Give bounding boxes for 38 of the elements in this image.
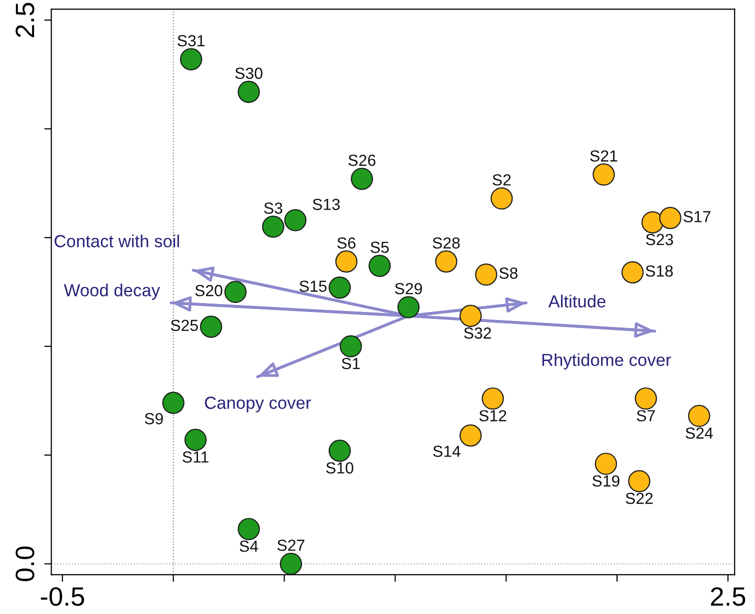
annotation: S13 bbox=[312, 198, 340, 210]
annotation: S29 bbox=[395, 282, 422, 294]
annotation: S2 bbox=[492, 174, 511, 186]
x-tick-label: -0.5 bbox=[40, 587, 84, 606]
annotation: S8 bbox=[499, 268, 518, 279]
annotation: S9 bbox=[144, 413, 163, 424]
annotation: S14 bbox=[433, 446, 460, 457]
annotation: S30 bbox=[235, 68, 262, 79]
annotation: S7 bbox=[636, 410, 655, 422]
annotation: S21 bbox=[590, 150, 618, 162]
series-label: Wood decay bbox=[64, 284, 160, 300]
annotation: S18 bbox=[646, 265, 673, 277]
annotation: S11 bbox=[182, 451, 208, 463]
annotation: S10 bbox=[326, 462, 354, 474]
annotation: S25 bbox=[170, 320, 198, 332]
annotation: S28 bbox=[432, 237, 460, 249]
annotation: S22 bbox=[626, 492, 653, 504]
annotation: S6 bbox=[337, 237, 356, 249]
annotation: S12 bbox=[479, 410, 506, 422]
annotation: S19 bbox=[592, 475, 620, 487]
annotation: S24 bbox=[686, 427, 713, 439]
annotation: S17 bbox=[684, 210, 710, 222]
series-label: Rhytidome cover bbox=[542, 353, 671, 370]
series-label: Canopy cover bbox=[204, 396, 311, 412]
annotation: S27 bbox=[277, 540, 304, 551]
y-tick-label: 0.0 bbox=[16, 546, 34, 582]
legend-label: Altitude bbox=[548, 294, 606, 308]
annotation: S15 bbox=[300, 280, 327, 292]
series-label: Contact with soil bbox=[54, 234, 179, 248]
annotation: S5 bbox=[370, 242, 389, 253]
annotation: S32 bbox=[464, 327, 491, 339]
annotation: S4 bbox=[240, 540, 258, 552]
annotation: S31 bbox=[178, 35, 205, 46]
annotation: S23 bbox=[646, 234, 673, 246]
annotation: S1 bbox=[342, 358, 360, 370]
annotation: S20 bbox=[195, 284, 222, 296]
annotation: S3 bbox=[264, 202, 282, 214]
annotation: S26 bbox=[348, 154, 376, 166]
